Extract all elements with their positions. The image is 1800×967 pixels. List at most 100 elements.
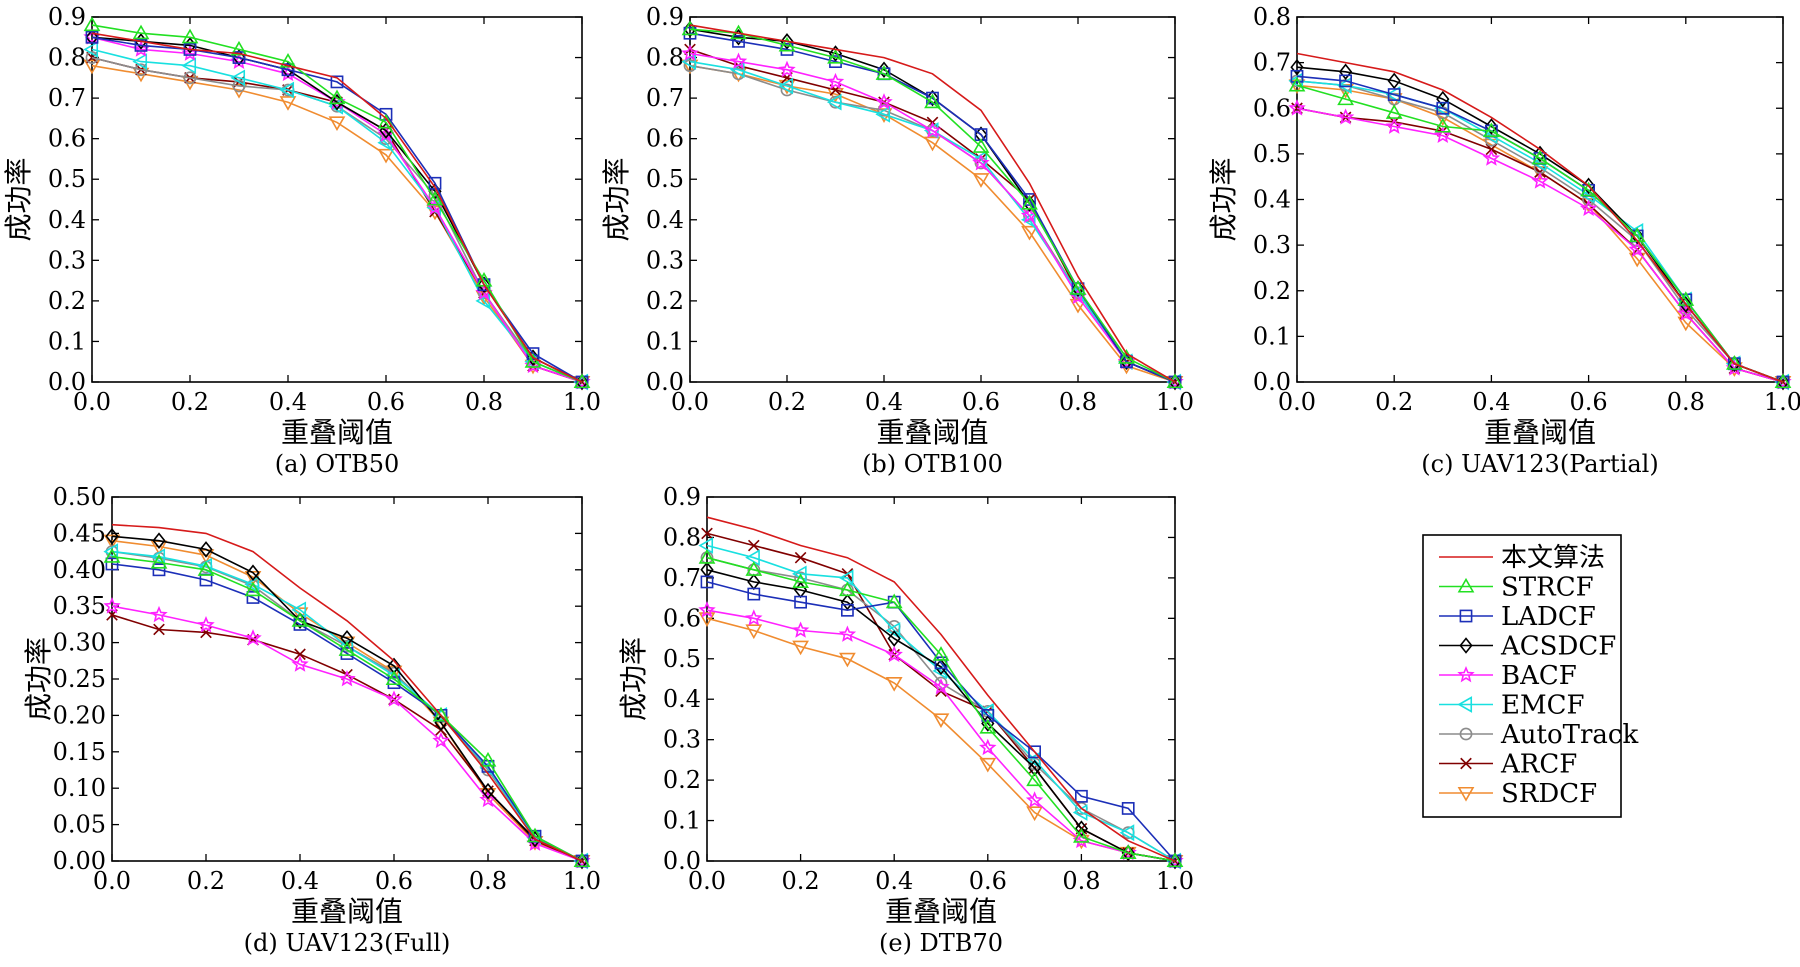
series-AutoTrack bbox=[1290, 74, 1790, 389]
data-point bbox=[1021, 194, 1038, 210]
data-point bbox=[1531, 172, 1549, 189]
y-tick-label: 0.0 bbox=[663, 847, 701, 875]
legend-marker bbox=[1457, 786, 1475, 802]
data-point bbox=[230, 69, 246, 87]
x-tick-label: 0.2 bbox=[171, 388, 209, 416]
data-point bbox=[885, 645, 903, 663]
data-point bbox=[747, 587, 761, 601]
y-tick-label: 0.0 bbox=[646, 368, 684, 396]
legend-label: EMCF bbox=[1501, 691, 1585, 721]
series-line bbox=[706, 556, 1176, 862]
data-point bbox=[778, 36, 796, 52]
y-tick-label: 0.3 bbox=[48, 246, 86, 274]
y-axis-label: 成功率 bbox=[22, 637, 55, 721]
legend-label: STRCF bbox=[1501, 573, 1594, 603]
data-point bbox=[103, 548, 121, 563]
series-本文算法 bbox=[111, 523, 583, 862]
y-tick-label: 0.10 bbox=[53, 774, 106, 802]
legend-item: ACSDCF bbox=[1439, 632, 1616, 662]
data-point bbox=[1290, 69, 1304, 83]
legend-item: 本文算法 bbox=[1439, 543, 1605, 573]
legend-label: LADCF bbox=[1501, 602, 1596, 632]
x-axis-label: 重叠阈值 bbox=[291, 895, 403, 928]
y-tick-label: 0.0 bbox=[1253, 368, 1291, 396]
data-point bbox=[134, 38, 148, 52]
data-point bbox=[279, 96, 297, 111]
series-EMCF bbox=[698, 537, 1182, 870]
y-tick-label: 0.3 bbox=[1253, 231, 1291, 259]
data-point bbox=[778, 60, 796, 78]
legend-marker bbox=[1459, 609, 1473, 623]
y-tick-label: 0.25 bbox=[53, 665, 106, 693]
y-tick-label: 0.7 bbox=[48, 84, 86, 112]
data-point bbox=[840, 593, 855, 611]
x-tick-label: 0.4 bbox=[875, 867, 913, 895]
y-tick-label: 0.05 bbox=[53, 811, 106, 839]
x-axis-label: 重叠阈值 bbox=[885, 895, 997, 928]
data-point bbox=[932, 646, 950, 661]
data-point bbox=[291, 655, 309, 672]
data-point bbox=[1025, 751, 1041, 769]
legend-item: EMCF bbox=[1439, 691, 1585, 721]
data-point bbox=[1726, 355, 1743, 370]
series-line bbox=[689, 52, 1176, 383]
x-tick-label: 1.0 bbox=[1156, 867, 1194, 895]
x-tick-label: 0.0 bbox=[671, 388, 709, 416]
data-point bbox=[385, 690, 403, 707]
y-tick-label: 0.6 bbox=[663, 604, 701, 632]
data-point bbox=[481, 782, 495, 800]
data-point bbox=[1434, 117, 1452, 133]
data-point bbox=[183, 71, 197, 85]
data-point bbox=[838, 569, 854, 587]
y-tick-label: 0.9 bbox=[646, 3, 684, 31]
series-line bbox=[1296, 52, 1784, 383]
data-point bbox=[700, 575, 714, 589]
data-point bbox=[745, 549, 760, 567]
data-point bbox=[103, 543, 119, 560]
data-point bbox=[244, 581, 262, 597]
data-point bbox=[1027, 759, 1042, 777]
data-point bbox=[780, 33, 794, 50]
data-point bbox=[887, 630, 901, 647]
y-tick-label: 0.8 bbox=[1253, 3, 1291, 31]
y-tick-label: 0.7 bbox=[663, 564, 701, 592]
y-tick-label: 0.45 bbox=[53, 519, 106, 547]
panel-3: 0.0 0.1 0.2 0.3 0.4 0.5 0.6 0.7 0.8 0.0 0.2 0.4 0.6 0… bbox=[1207, 3, 1800, 478]
data-point bbox=[291, 607, 309, 623]
data-point bbox=[426, 190, 444, 206]
series-line bbox=[706, 544, 1176, 862]
legend-marker bbox=[1459, 727, 1473, 741]
data-point bbox=[1727, 355, 1742, 373]
data-point bbox=[1026, 806, 1043, 822]
series-line bbox=[689, 24, 1176, 383]
data-point bbox=[828, 45, 843, 62]
data-point bbox=[1025, 791, 1044, 808]
data-point bbox=[152, 563, 166, 577]
series-line bbox=[706, 532, 1176, 862]
data-point bbox=[153, 623, 165, 636]
series-line bbox=[706, 556, 1176, 862]
series-line bbox=[111, 555, 583, 862]
legend-item: SRDCF bbox=[1439, 779, 1597, 809]
data-point bbox=[979, 738, 997, 756]
x-tick-label: 0.0 bbox=[93, 867, 131, 895]
series-line bbox=[706, 516, 1176, 862]
data-point bbox=[745, 609, 763, 626]
data-point bbox=[924, 136, 941, 152]
data-point bbox=[181, 57, 197, 75]
data-point bbox=[1385, 117, 1403, 134]
y-tick-label: 0.8 bbox=[663, 523, 701, 551]
data-point bbox=[792, 573, 809, 588]
data-point bbox=[244, 575, 260, 593]
series-本文算法 bbox=[91, 32, 583, 383]
data-point bbox=[972, 138, 990, 153]
data-point bbox=[150, 553, 168, 569]
data-point bbox=[1776, 373, 1790, 391]
data-point bbox=[1338, 63, 1353, 81]
y-tick-label: 0.00 bbox=[53, 847, 106, 875]
plot-frame bbox=[1296, 16, 1784, 383]
y-tick-label: 0.6 bbox=[48, 125, 86, 153]
data-point bbox=[1436, 101, 1450, 115]
data-point bbox=[1121, 844, 1135, 862]
data-point bbox=[729, 52, 748, 69]
